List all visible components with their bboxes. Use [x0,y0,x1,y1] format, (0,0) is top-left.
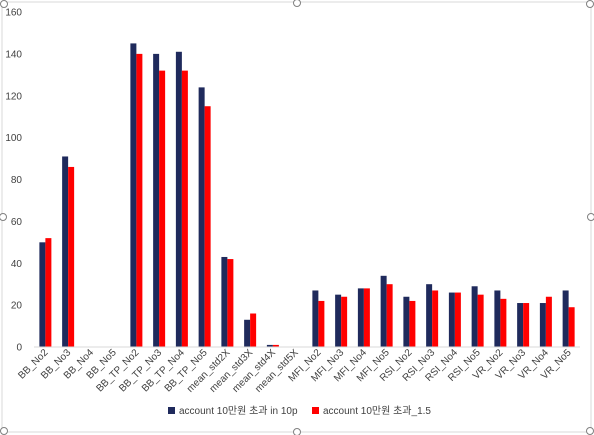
bar-series-1-BB_TP_No3 [153,53,160,348]
bar-series-1-mean_std2X [221,256,228,347]
bar-series-2-VR_No4 [545,296,552,347]
bar-series-1-RSI_No5 [471,286,478,347]
resize-handle-top-center[interactable] [293,0,301,7]
bar-series-1-RSI_No2 [403,296,410,347]
legend-label-series-1: account 10만원 초과 in 10p [179,405,298,417]
y-tick-label: 40 [11,259,23,270]
legend: account 10만원 초과 in 10p account 10만원 초과_1.… [168,405,431,417]
resize-handle-bottom-right[interactable] [586,427,594,435]
bar-series-1-BB_No3 [62,156,69,347]
bar-series-2-mean_std4X [272,344,279,347]
bars [39,43,575,348]
bar-series-1-mean_std3X [244,319,251,347]
legend-swatch-series-1 [168,407,175,414]
resize-handle-top-left[interactable] [0,0,8,8]
y-axis-ticks: 0 20 40 60 80 100 120 140 160 [5,8,22,354]
bar-series-1-BB_TP_No2 [130,43,137,347]
bar-series-1-BB_No2 [39,242,46,347]
bar-series-2-mean_std3X [250,313,257,347]
bar-series-1-VR_No3 [517,303,524,347]
bar-series-2-RSI_No5 [477,294,484,347]
bar-series-1-BB_TP_No4 [175,51,182,347]
bar-series-2-RSI_No3 [432,290,439,347]
bar-series-2-BB_TP_No3 [159,70,166,348]
bar-series-2-RSI_No4 [454,292,461,347]
bar-series-1-MFI_No2 [312,290,319,347]
bar-series-2-MFI_No4 [363,288,370,348]
y-tick-label: 60 [11,217,23,228]
bar-series-2-BB_TP_No2 [136,53,143,348]
bar-series-2-VR_No5 [568,307,575,347]
bar-series-1-MFI_No3 [335,294,342,347]
bar-series-1-RSI_No3 [426,284,433,347]
resize-handle-bottom-center[interactable] [293,428,301,435]
y-tick-label: 140 [5,49,22,60]
bar-series-2-RSI_No2 [409,300,416,347]
resize-handle-top-right[interactable] [586,0,594,8]
bar-series-2-BB_TP_No4 [181,70,188,348]
bar-series-1-VR_No2 [494,290,501,347]
bar-series-2-mean_std2X [227,259,234,347]
bar-series-2-MFI_No2 [318,300,325,347]
y-tick-label: 160 [5,8,22,19]
y-tick-label: 120 [5,91,22,102]
y-tick-label: 20 [11,301,23,312]
y-tick-label: 100 [5,133,22,144]
legend-label-series-2: account 10만원 초과_1.5 [323,405,431,417]
bar-series-2-VR_No3 [523,303,530,347]
bar-series-2-MFI_No5 [386,284,393,347]
resize-handle-middle-left[interactable] [0,213,7,221]
bar-series-1-VR_No5 [562,290,569,347]
y-tick-label: 80 [11,175,23,186]
bar-series-1-MFI_No5 [380,275,387,347]
bar-series-1-RSI_No4 [448,292,455,347]
bar-series-1-mean_std4X [266,344,273,347]
legend-swatch-series-2 [312,407,319,414]
bar-series-2-BB_No2 [45,238,52,348]
resize-handle-middle-right[interactable] [587,213,594,221]
y-tick-label: 0 [16,343,22,354]
bar-series-1-MFI_No4 [357,288,364,348]
bar-series-2-MFI_No3 [341,296,348,347]
resize-handle-bottom-left[interactable] [0,427,8,435]
bar-series-2-VR_No2 [500,298,507,347]
bar-series-1-BB_TP_No5 [198,87,205,348]
bar-series-2-BB_No3 [68,166,75,347]
bar-series-1-VR_No4 [539,303,546,347]
bar-series-2-BB_TP_No5 [204,106,211,347]
